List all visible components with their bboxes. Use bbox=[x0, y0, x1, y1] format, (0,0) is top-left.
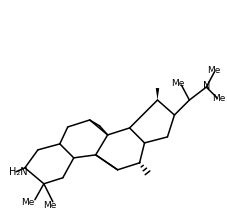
Text: Me: Me bbox=[21, 198, 35, 207]
Text: H₂N: H₂N bbox=[9, 167, 28, 177]
Text: Me: Me bbox=[171, 79, 184, 88]
Text: Me: Me bbox=[208, 66, 221, 75]
Polygon shape bbox=[156, 88, 159, 100]
Text: Me: Me bbox=[213, 94, 226, 103]
Text: N: N bbox=[203, 81, 210, 91]
Text: Me: Me bbox=[43, 201, 57, 210]
